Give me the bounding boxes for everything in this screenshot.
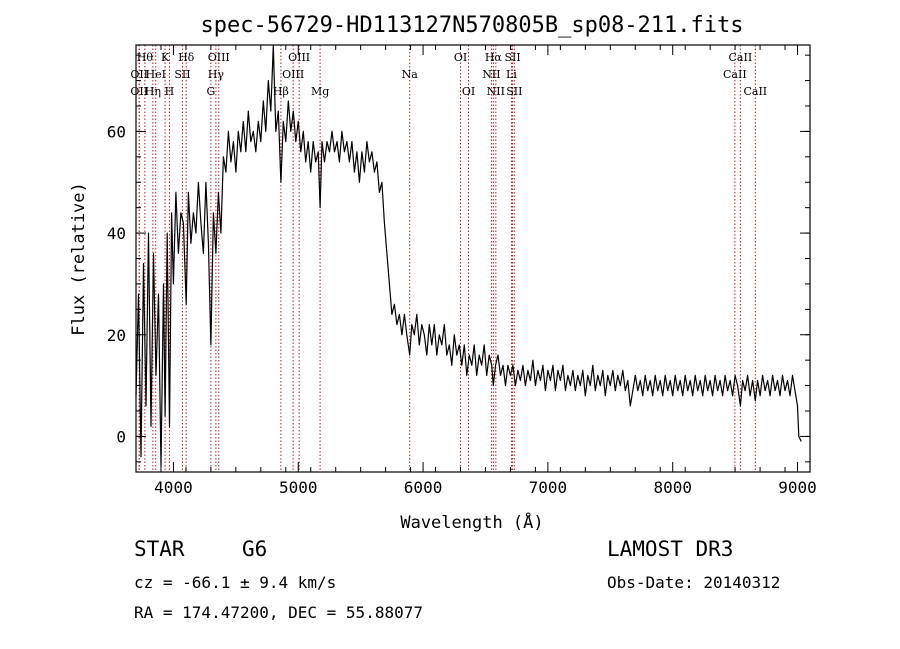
x-tick-label: 6000 (404, 478, 443, 497)
y-axis-label: Flux (relative) (69, 182, 89, 336)
line-label: Hθ (137, 51, 154, 64)
line-label: OI (454, 51, 467, 64)
coordinates: RA = 174.47200, DEC = 55.88077 (134, 603, 423, 622)
y-tick-label: 60 (107, 122, 126, 141)
line-label: CaII (729, 51, 753, 64)
emission-line-markers (138, 45, 756, 472)
line-label: Hα (485, 51, 503, 64)
line-label: K (161, 51, 170, 64)
line-label: Na (402, 68, 419, 81)
line-label: OIII (282, 68, 304, 81)
line-label: H (165, 85, 175, 98)
line-label: Hη (145, 85, 161, 98)
line-label: Mg (311, 85, 329, 98)
x-tick-label: 7000 (529, 478, 568, 497)
line-label: SII (504, 51, 520, 64)
spectrum-line (135, 45, 802, 468)
object-class: STAR (134, 537, 185, 561)
line-label: OIII (288, 51, 310, 64)
x-tick-label: 5000 (279, 478, 318, 497)
plot-frame (135, 44, 811, 473)
line-label: NII (482, 68, 500, 81)
line-label: OIII (208, 51, 230, 64)
line-label: HeI (145, 68, 165, 81)
line-label: Li (506, 68, 517, 81)
survey-name: LAMOST DR3 (607, 537, 734, 561)
x-axis-label: Wavelength (Å) (400, 511, 543, 533)
y-axis-ticks: 0 20 40 60 (107, 54, 810, 463)
y-tick-label: 40 (107, 224, 126, 243)
object-subclass: G6 (242, 537, 268, 561)
line-label: Hγ (208, 68, 225, 81)
line-label: OII (130, 85, 148, 98)
emission-line-labels: HθOIIOIIHηHeIKHSIIHδGHγOIIIHβOIIIOIIIMgN… (130, 51, 767, 98)
x-tick-label: 8000 (653, 478, 692, 497)
line-label: G (206, 85, 215, 98)
line-label: OI (462, 85, 475, 98)
line-label: Hβ (273, 85, 289, 98)
x-tick-label: 9000 (778, 478, 817, 497)
line-label: OII (130, 68, 148, 81)
x-axis-ticks: 4000 5000 6000 7000 8000 9000 (135, 45, 817, 497)
line-label: NII (487, 85, 505, 98)
line-label: CaII (723, 68, 747, 81)
y-tick-label: 0 (116, 427, 126, 446)
line-label: Hδ (178, 51, 195, 64)
chart-title: spec-56729-HD113127N570805B_sp08-211.fit… (200, 13, 743, 38)
redshift-velocity: cz = -66.1 ± 9.4 km/s (134, 573, 337, 592)
line-label: SII (174, 68, 190, 81)
observation-date: Obs-Date: 20140312 (607, 573, 781, 592)
y-tick-label: 20 (107, 326, 126, 345)
line-label: SII (506, 85, 522, 98)
x-tick-label: 4000 (154, 478, 193, 497)
line-label: CaII (743, 85, 767, 98)
